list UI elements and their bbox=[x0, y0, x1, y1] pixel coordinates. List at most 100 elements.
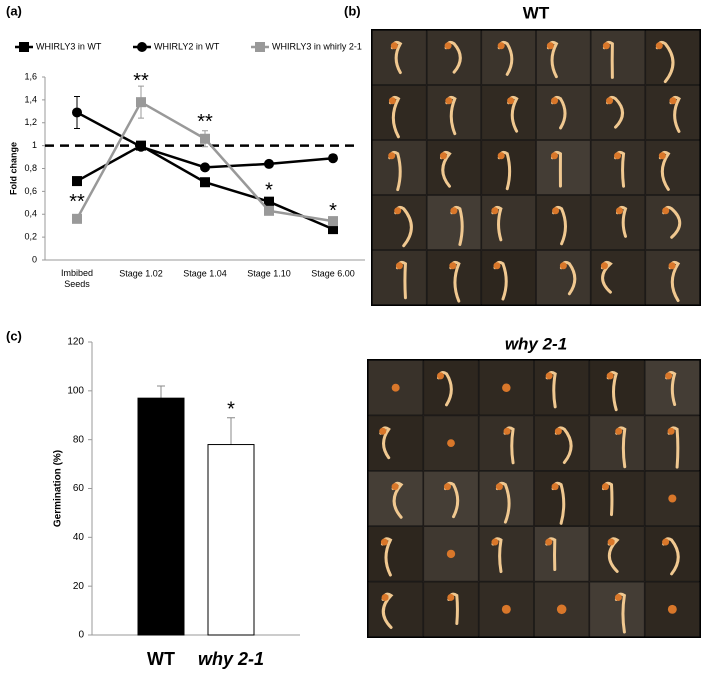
seed bbox=[444, 42, 452, 50]
seed bbox=[439, 152, 447, 160]
seed bbox=[507, 97, 515, 105]
legend-marker bbox=[137, 42, 147, 52]
panel-label: (c) bbox=[6, 328, 22, 343]
panel-label: (a) bbox=[6, 3, 22, 18]
legend-label: WHIRLY3 in WT bbox=[36, 41, 102, 51]
photo-cell bbox=[589, 581, 645, 637]
photo-cell bbox=[534, 360, 590, 416]
photo-cell bbox=[426, 30, 482, 85]
seed bbox=[546, 42, 554, 50]
photo-cell bbox=[426, 195, 482, 250]
photo-cell bbox=[372, 250, 427, 305]
seed bbox=[662, 538, 670, 546]
marker bbox=[136, 97, 146, 108]
seed bbox=[394, 207, 402, 215]
seed bbox=[614, 593, 622, 601]
x-tick-label: Stage 1.04 bbox=[183, 268, 227, 278]
seed bbox=[388, 152, 396, 160]
legend-label: WHIRLY2 in WT bbox=[154, 41, 220, 51]
photo-cell bbox=[372, 30, 427, 85]
seed bbox=[668, 494, 677, 503]
photo-frame bbox=[371, 29, 701, 306]
bar bbox=[137, 397, 185, 636]
seed bbox=[391, 483, 399, 491]
seed bbox=[601, 483, 609, 491]
x-tick-label: Stage 6.00 bbox=[311, 268, 355, 278]
seed bbox=[497, 42, 505, 50]
marker bbox=[328, 216, 338, 227]
seed bbox=[491, 207, 499, 215]
marker bbox=[136, 141, 146, 152]
series-line bbox=[76, 144, 334, 231]
y-tick-label: 100 bbox=[67, 385, 84, 396]
seed bbox=[545, 372, 553, 380]
marker bbox=[328, 153, 338, 164]
seed bbox=[606, 97, 614, 105]
photo-cell bbox=[372, 85, 427, 140]
y-axis-label: Fold change bbox=[8, 142, 18, 195]
seed bbox=[669, 97, 677, 105]
photo-cell bbox=[478, 415, 534, 471]
error-bar bbox=[227, 417, 235, 445]
photo-cell bbox=[481, 85, 536, 140]
seed bbox=[614, 152, 622, 160]
photo-cell bbox=[481, 30, 536, 85]
x-tick-label: Imbibed Seeds bbox=[61, 268, 93, 289]
y-tick-label: 0,6 bbox=[24, 186, 37, 196]
photo-cell bbox=[645, 195, 700, 250]
seed bbox=[502, 383, 511, 392]
seed bbox=[444, 483, 452, 491]
seed bbox=[450, 207, 458, 215]
photo-cell bbox=[368, 415, 424, 471]
photo-cell bbox=[536, 250, 591, 305]
seed bbox=[551, 97, 559, 105]
x-tick-label: Stage 1.02 bbox=[119, 268, 163, 278]
seed bbox=[449, 262, 457, 270]
seed bbox=[602, 42, 610, 50]
photo-cell bbox=[423, 471, 479, 526]
x-tick-label: Stage 1.10 bbox=[247, 268, 291, 278]
seed bbox=[497, 152, 505, 160]
seed bbox=[379, 427, 387, 435]
seed bbox=[545, 538, 553, 546]
marker bbox=[328, 224, 338, 235]
photo-cell bbox=[590, 195, 646, 250]
photo-cell bbox=[590, 85, 646, 140]
seed bbox=[493, 262, 501, 270]
photo-cell bbox=[590, 30, 646, 85]
photo-frame bbox=[367, 359, 701, 638]
seed bbox=[495, 483, 503, 491]
seed bbox=[667, 427, 675, 435]
y-tick-label: 1,4 bbox=[24, 94, 37, 104]
photo-cell bbox=[372, 195, 427, 250]
annotation: * bbox=[329, 200, 337, 222]
seed bbox=[391, 383, 400, 392]
photo-cell bbox=[645, 85, 700, 140]
y-axis-label: Germination (%) bbox=[53, 450, 64, 527]
seed bbox=[395, 262, 403, 270]
photo-cell bbox=[590, 140, 646, 195]
marker bbox=[72, 107, 82, 118]
photo-cell bbox=[536, 85, 591, 140]
seed bbox=[390, 42, 398, 50]
y-tick-label: 1 bbox=[32, 140, 37, 150]
legend-marker bbox=[19, 42, 29, 52]
marker bbox=[200, 162, 210, 173]
seed bbox=[437, 372, 445, 380]
marker bbox=[72, 213, 82, 224]
annotation: ** bbox=[197, 111, 213, 133]
y-tick-label: 0,4 bbox=[24, 209, 37, 219]
seed bbox=[491, 538, 499, 546]
y-tick-label: 1,2 bbox=[24, 117, 37, 127]
y-tick-label: 0 bbox=[32, 254, 37, 264]
legend-label: WHIRLY3 in whirly 2-1 bbox=[272, 41, 362, 51]
seed bbox=[606, 372, 614, 380]
photo-cell bbox=[589, 471, 645, 526]
seed bbox=[554, 427, 562, 435]
seed bbox=[600, 262, 608, 270]
y-tick-label: 60 bbox=[73, 483, 85, 494]
seed bbox=[446, 549, 456, 559]
annotation: * bbox=[227, 399, 235, 421]
seed bbox=[380, 538, 388, 546]
seed bbox=[550, 152, 558, 160]
